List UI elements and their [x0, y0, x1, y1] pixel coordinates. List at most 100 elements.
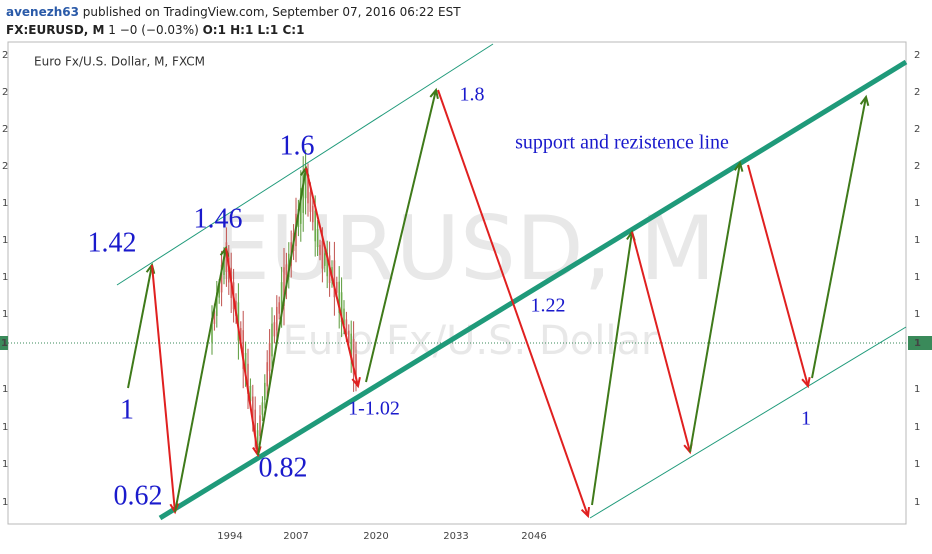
- candle-body: [283, 267, 285, 306]
- candle-body: [338, 281, 340, 313]
- candle-body: [268, 343, 271, 372]
- annotation: 1-1.02: [348, 398, 400, 420]
- candle-body: [343, 308, 345, 326]
- left-tick-label: 1: [2, 235, 8, 246]
- up-arrow: [811, 96, 867, 379]
- down-arrow: [225, 247, 259, 456]
- annotation: 1.22: [531, 295, 566, 317]
- price-tag-bg: [908, 336, 932, 350]
- candle-body: [326, 252, 328, 277]
- right-tick-label: 1: [914, 309, 920, 320]
- candle-body: [352, 338, 355, 375]
- candle-body: [321, 241, 324, 269]
- candle-body: [247, 363, 249, 394]
- left-tick-label: 1: [2, 309, 8, 320]
- x-tick-label: 1994: [217, 531, 242, 542]
- candle-body: [276, 306, 278, 331]
- arrow-head: [580, 506, 590, 519]
- candle-body: [213, 310, 216, 324]
- candle-body: [355, 354, 357, 379]
- symbol-line: FX:EURUSD, M 1 −0 (−0.03%) O:1 H:1 L:1 C…: [6, 23, 304, 37]
- candle-body: [340, 292, 343, 323]
- candle-body: [324, 253, 326, 266]
- symbol: FX:EURUSD, M: [6, 23, 104, 37]
- candle-body: [300, 188, 302, 224]
- candle-body: [271, 323, 273, 357]
- candle-body: [333, 260, 336, 298]
- left-tick-label: 2: [2, 161, 8, 172]
- down-arrow: [437, 89, 589, 517]
- x-tick-label: 2033: [443, 531, 468, 542]
- left-tick-label: 1: [2, 272, 8, 283]
- candle-body: [220, 264, 223, 293]
- arrow-head: [801, 376, 811, 389]
- candle-body: [218, 285, 220, 298]
- annotation: 1: [120, 394, 134, 425]
- right-tick-label: 1: [914, 459, 920, 470]
- candle-body: [309, 192, 312, 212]
- up-arrow: [127, 264, 153, 389]
- up-arrow: [174, 247, 227, 513]
- left-tick-label: 1: [2, 422, 8, 433]
- candle-body: [216, 292, 218, 316]
- candle-body: [240, 328, 242, 342]
- right-tick-label: 2: [914, 87, 920, 98]
- price-tag-bg: [0, 336, 8, 350]
- candle-body: [304, 165, 307, 199]
- right-tick-label: 1: [914, 198, 920, 209]
- x-tick-label: 2046: [521, 531, 546, 542]
- left-tick-label: 1: [2, 459, 8, 470]
- arrows: [127, 87, 870, 519]
- right-tick-label: 2: [914, 124, 920, 135]
- header-line: avenezh63 published on TradingView.com, …: [6, 5, 461, 19]
- candle-body: [242, 330, 244, 369]
- candle-body: [261, 402, 264, 415]
- candle-body: [223, 256, 225, 275]
- right-tick-label: 1: [914, 384, 920, 395]
- ohlc: O:1 H:1 L:1 C:1: [203, 23, 305, 37]
- candle-body: [307, 176, 309, 204]
- left-tick-label: 1: [2, 497, 8, 508]
- down-arrow: [631, 231, 691, 453]
- lower-channel: [589, 326, 907, 519]
- plot-area: [7, 41, 907, 525]
- annotation: 1.6: [280, 130, 315, 161]
- candle-body: [244, 352, 247, 376]
- change: 1 −0 (−0.03%): [104, 23, 202, 37]
- candle-body: [211, 317, 213, 343]
- left-tick-label: 2: [2, 124, 8, 135]
- annotations: 1.42 1.46 1.6 1.8 support and rezistence lin…: [88, 84, 812, 512]
- x-tick-label: 2007: [283, 531, 308, 542]
- price-tag: 1: [1, 338, 8, 349]
- candle-body: [345, 319, 348, 335]
- right-tick-label: 1: [914, 497, 920, 508]
- left-tick-label: 2: [2, 87, 8, 98]
- arrow-head: [351, 376, 361, 389]
- annotation: 1.8: [460, 84, 485, 106]
- annotation: 1.46: [194, 203, 243, 234]
- right-tick-label: 1: [914, 272, 920, 283]
- right-tick-label: 2: [914, 161, 920, 172]
- candle-body: [273, 322, 276, 337]
- candle-body: [314, 210, 316, 242]
- candle-body: [254, 409, 256, 437]
- up-arrow: [257, 167, 307, 456]
- candle-body: [266, 362, 268, 387]
- axes: 2 2 2 2 2 2 2 2 1 1 1 1 1 1 1 1 1 1 1 1 1 1 1 1 1 1 1994 2007 2020 20…: [0, 50, 932, 542]
- candle-body: [225, 242, 228, 273]
- candle-body: [350, 333, 352, 360]
- down-arrow: [747, 164, 809, 387]
- candle-body: [336, 282, 338, 293]
- candle-body: [319, 244, 321, 256]
- legend: Euro Fx/U.S. Dollar, M, FXCM: [34, 55, 205, 69]
- annotation: 1.42: [88, 227, 137, 258]
- watermark: EURUSD, M: [214, 197, 715, 300]
- right-tick-label: 1: [914, 235, 920, 246]
- right-tick-label: 2: [914, 50, 920, 61]
- user: avenezh63: [6, 5, 79, 19]
- published: published on TradingView.com, September …: [79, 5, 461, 19]
- arrow-head: [429, 87, 439, 100]
- annotation: support and rezistence line: [515, 132, 729, 154]
- arrow-head: [859, 94, 870, 106]
